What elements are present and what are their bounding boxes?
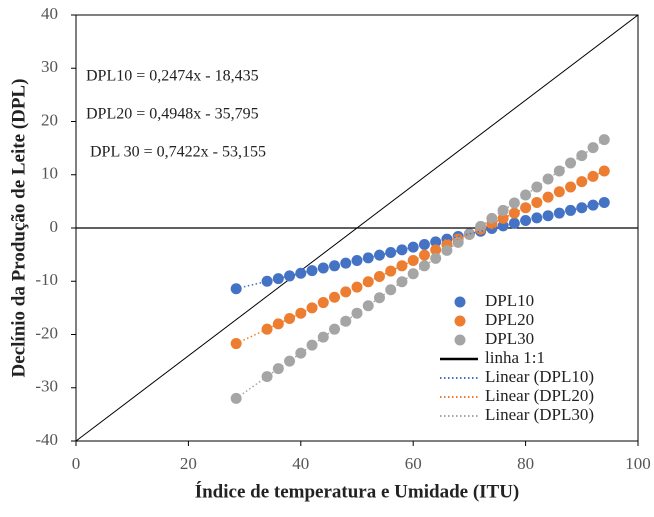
x-tick-label: 20: [180, 454, 197, 473]
legend-label: DPL10: [485, 291, 534, 310]
point: [418, 249, 430, 261]
point: [407, 241, 419, 253]
point: [317, 331, 329, 343]
y-tick-label: -10: [35, 270, 58, 289]
legend-label: DPL30: [485, 329, 534, 348]
legend-label: Linear (DPL30): [485, 405, 594, 424]
point: [295, 267, 307, 279]
point: [385, 265, 397, 277]
point: [295, 347, 307, 359]
point: [396, 260, 408, 272]
point: [396, 276, 408, 288]
point: [261, 371, 273, 383]
point: [598, 134, 610, 146]
point: [497, 212, 509, 224]
point: [261, 323, 273, 335]
point: [272, 318, 284, 330]
equation: DPL 30 = 0,7422x - 53,155: [90, 144, 266, 161]
point: [576, 202, 588, 214]
point: [284, 313, 296, 325]
point: [418, 260, 430, 272]
point: [373, 270, 385, 282]
point: [508, 207, 520, 219]
point: [598, 196, 610, 208]
y-tick-label: 30: [41, 57, 58, 76]
point: [317, 262, 329, 274]
point: [430, 252, 442, 264]
trendline: [235, 138, 605, 400]
point: [261, 275, 273, 287]
point: [362, 252, 374, 264]
point: [306, 265, 318, 277]
legend-label: Linear (DPL10): [485, 367, 594, 386]
point: [373, 292, 385, 304]
legend-label: DPL20: [485, 310, 534, 329]
point: [475, 220, 487, 232]
point: [553, 165, 565, 177]
x-tick-label: 0: [72, 454, 81, 473]
point: [351, 307, 363, 319]
legend-label: linha 1:1: [485, 348, 545, 367]
y-tick-label: -20: [35, 323, 58, 342]
reference-line: [75, 14, 639, 442]
point: [373, 249, 385, 261]
y-tick-label: 40: [41, 4, 58, 23]
equation: DPL10 = 0,2474x - 18,435: [86, 68, 259, 85]
point: [508, 217, 520, 229]
x-axis-label: Índice de temperatura e Umidade (ITU): [195, 480, 520, 502]
legend-marker: [454, 334, 466, 346]
point: [385, 246, 397, 258]
point: [531, 181, 543, 193]
y-tick-label: -40: [35, 430, 58, 449]
point: [565, 204, 577, 216]
point: [306, 302, 318, 314]
point: [553, 207, 565, 219]
y-tick-label: 0: [50, 217, 59, 236]
point: [272, 363, 284, 375]
y-axis-label: Declínio da Produção de Leite (DPL): [8, 79, 29, 378]
point: [284, 270, 296, 282]
legend-label: Linear (DPL20): [485, 386, 594, 405]
point: [508, 197, 520, 209]
point: [497, 204, 509, 216]
x-tick-label: 40: [292, 454, 309, 473]
point: [587, 170, 599, 182]
point: [396, 244, 408, 256]
point: [598, 165, 610, 177]
x-tick-label: 80: [517, 454, 534, 473]
legend-marker: [454, 296, 466, 308]
y-tick-label: -30: [35, 377, 58, 396]
point: [407, 254, 419, 266]
point: [587, 199, 599, 211]
point: [520, 202, 532, 214]
point: [452, 236, 464, 248]
equation: DPL20 = 0,4948x - 35,795: [86, 106, 259, 123]
x-tick-label: 60: [405, 454, 422, 473]
point: [272, 273, 284, 285]
y-tick-label: 10: [41, 164, 58, 183]
point: [576, 176, 588, 188]
point: [520, 189, 532, 201]
x-tick-label: 100: [625, 454, 651, 473]
point: [340, 315, 352, 327]
point: [362, 276, 374, 288]
legend-marker: [454, 315, 466, 327]
point: [576, 150, 588, 162]
y-tick-label: 20: [41, 110, 58, 129]
point: [295, 307, 307, 319]
